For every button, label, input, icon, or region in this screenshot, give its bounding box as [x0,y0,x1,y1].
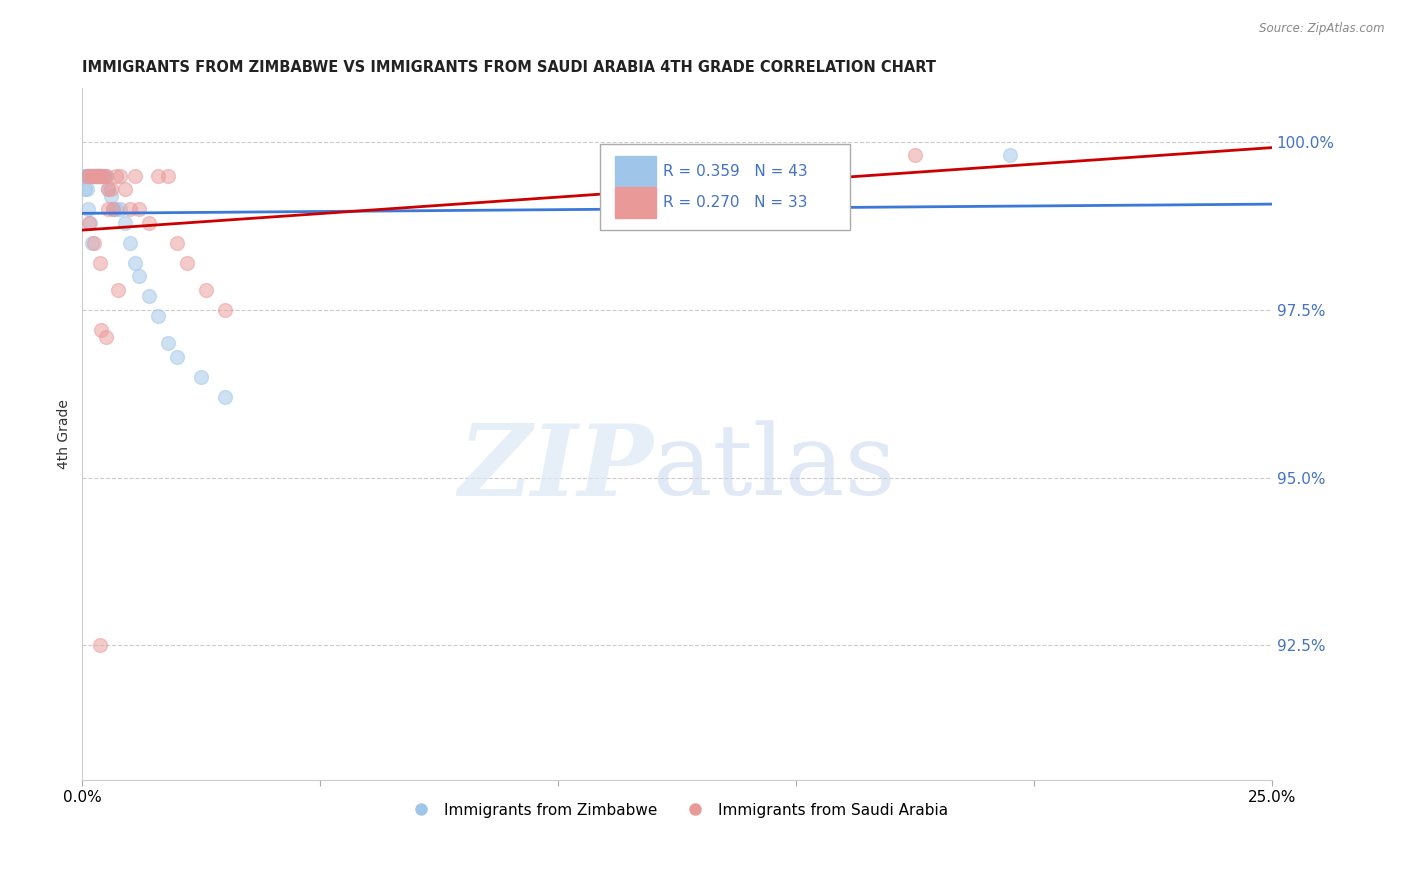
Point [73,169,96,183]
Point [998,148,1021,162]
Text: R = 0.359   N = 43: R = 0.359 N = 43 [662,164,807,178]
Point [176,256,198,270]
Point [93,169,115,183]
Point [82,169,104,183]
Point [86,169,108,183]
Point [104,202,127,216]
Point [110,169,132,183]
Point [190,370,212,384]
Point [100,188,122,202]
Point [904,148,927,162]
Point [82,235,104,250]
Point [76,169,98,183]
Point [79,215,101,229]
Text: Source: ZipAtlas.com: Source: ZipAtlas.com [1260,22,1385,36]
Point [86,169,108,183]
Point [156,336,179,351]
Point [89,256,111,270]
Point [89,639,111,653]
Point [94,169,117,183]
Point [97,202,120,216]
Text: R = 0.270   N = 33: R = 0.270 N = 33 [662,194,807,210]
Point [90,169,112,183]
Point [76,169,98,183]
Point [124,256,146,270]
Point [103,202,125,216]
Point [80,169,103,183]
Point [80,169,103,183]
Point [114,215,136,229]
Point [97,182,120,196]
Point [75,182,97,196]
Point [87,169,110,183]
Point [79,169,101,183]
Point [76,182,98,196]
Point [89,169,111,183]
Text: ZIP: ZIP [458,420,654,516]
Point [118,202,141,216]
Point [86,169,108,183]
Point [79,169,101,183]
Point [97,182,120,196]
Point [166,235,188,250]
Point [91,169,114,183]
Text: IMMIGRANTS FROM ZIMBABWE VS IMMIGRANTS FROM SAUDI ARABIA 4TH GRADE CORRELATION C: IMMIGRANTS FROM ZIMBABWE VS IMMIGRANTS F… [83,60,936,75]
FancyBboxPatch shape [616,156,655,186]
Point [87,169,110,183]
Point [103,202,125,216]
Point [107,283,129,297]
FancyBboxPatch shape [616,187,655,218]
Point [83,169,105,183]
Point [100,182,122,196]
FancyBboxPatch shape [600,144,849,230]
Point [148,310,170,324]
Point [83,235,105,250]
Point [104,169,127,183]
Point [138,215,160,229]
Point [214,390,236,404]
Point [166,350,188,364]
Point [124,169,146,183]
Point [80,169,103,183]
Point [195,283,218,297]
Point [128,202,150,216]
Point [83,169,105,183]
Y-axis label: 4th Grade: 4th Grade [58,399,72,469]
Point [83,169,105,183]
Point [84,169,107,183]
Point [214,302,236,317]
Point [90,323,112,337]
Point [138,289,160,303]
Point [110,202,132,216]
Point [93,169,115,183]
Point [94,169,117,183]
Point [148,169,170,183]
Point [89,169,111,183]
Point [77,169,100,183]
Point [79,215,101,229]
Text: atlas: atlas [654,421,896,516]
Point [156,169,179,183]
Point [713,148,735,162]
Point [77,202,100,216]
Point [114,182,136,196]
Point [90,169,112,183]
Point [118,235,141,250]
Point [75,169,97,183]
Legend: Immigrants from Zimbabwe, Immigrants from Saudi Arabia: Immigrants from Zimbabwe, Immigrants fro… [399,797,955,824]
Point [94,329,117,343]
Point [128,269,150,284]
Point [77,169,100,183]
